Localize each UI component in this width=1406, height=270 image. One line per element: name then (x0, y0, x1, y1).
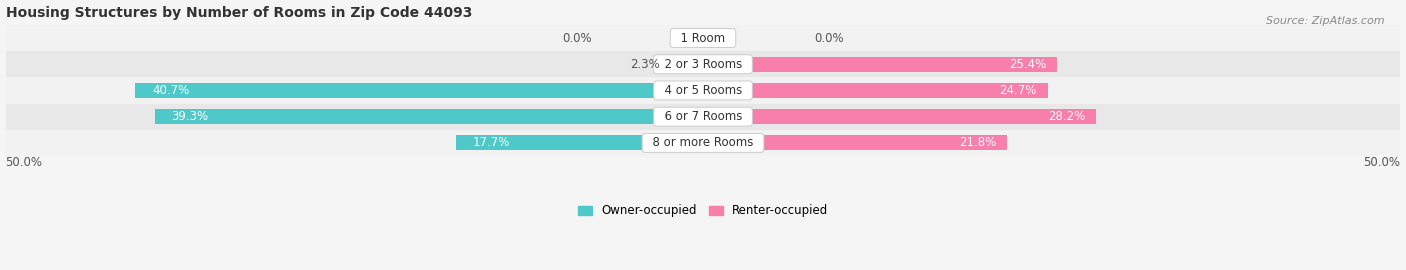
Text: 24.7%: 24.7% (1000, 84, 1036, 97)
Bar (6, 77, 1400, 104)
Text: 40.7%: 40.7% (152, 84, 190, 97)
Text: 50.0%: 50.0% (6, 156, 42, 169)
Text: 0.0%: 0.0% (562, 32, 592, 45)
Legend: Owner-occupied, Renter-occupied: Owner-occupied, Renter-occupied (572, 200, 834, 222)
Text: 1 Room: 1 Room (673, 32, 733, 45)
Text: 28.2%: 28.2% (1047, 110, 1085, 123)
Bar (6, 130, 1400, 156)
Bar (155, 109, 703, 124)
Bar (703, 83, 1047, 98)
Text: 2.3%: 2.3% (630, 58, 659, 71)
Text: 8 or more Rooms: 8 or more Rooms (645, 136, 761, 149)
Text: 2 or 3 Rooms: 2 or 3 Rooms (657, 58, 749, 71)
Text: 39.3%: 39.3% (172, 110, 208, 123)
Text: 21.8%: 21.8% (959, 136, 995, 149)
Text: 17.7%: 17.7% (472, 136, 510, 149)
Text: 6 or 7 Rooms: 6 or 7 Rooms (657, 110, 749, 123)
Text: Housing Structures by Number of Rooms in Zip Code 44093: Housing Structures by Number of Rooms in… (6, 6, 472, 19)
Text: 50.0%: 50.0% (1364, 156, 1400, 169)
Bar (6, 25, 1400, 51)
Bar (703, 57, 1057, 72)
Bar (6, 104, 1400, 130)
Bar (703, 135, 1007, 150)
Text: 4 or 5 Rooms: 4 or 5 Rooms (657, 84, 749, 97)
Text: Source: ZipAtlas.com: Source: ZipAtlas.com (1267, 16, 1385, 26)
Text: 0.0%: 0.0% (814, 32, 844, 45)
Text: 25.4%: 25.4% (1010, 58, 1046, 71)
Bar (703, 109, 1097, 124)
Bar (671, 57, 703, 72)
Bar (135, 83, 703, 98)
Bar (456, 135, 703, 150)
Bar (6, 51, 1400, 77)
